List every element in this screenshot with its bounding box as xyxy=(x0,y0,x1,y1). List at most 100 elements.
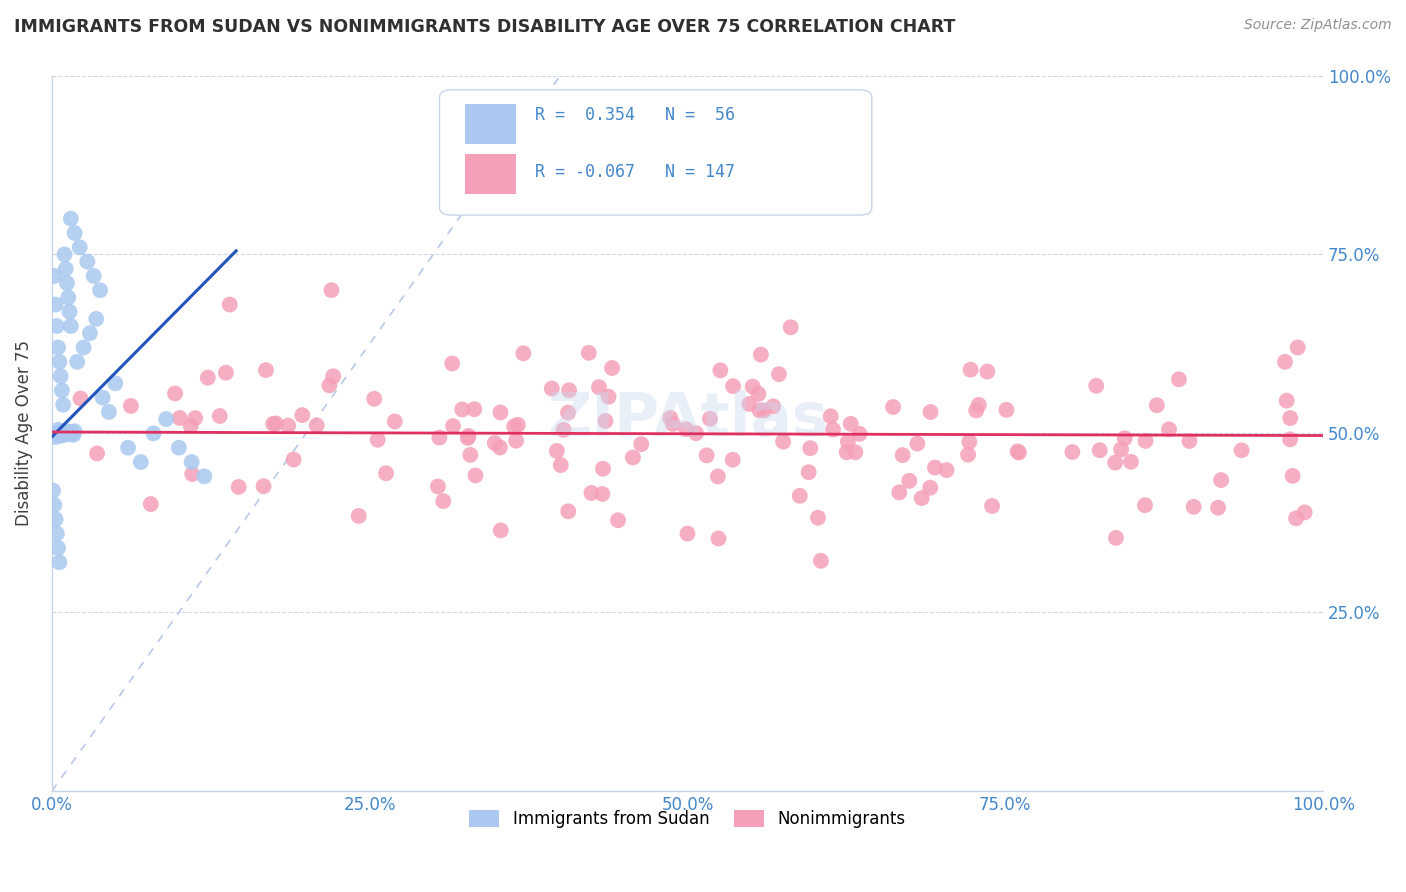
Point xyxy=(429,431,451,445)
Point xyxy=(45,297,67,311)
Point xyxy=(484,436,506,450)
Text: IMMIGRANTS FROM SUDAN VS NONIMMIGRANTS DISABILITY AGE OVER 75 CORRELATION CHART: IMMIGRANTS FROM SUDAN VS NONIMMIGRANTS D… xyxy=(14,18,956,36)
Point xyxy=(441,357,464,371)
Point xyxy=(66,355,89,369)
Point xyxy=(905,436,928,450)
Point xyxy=(762,400,785,414)
Point xyxy=(58,425,80,440)
Point xyxy=(84,311,107,326)
Point xyxy=(1105,531,1128,545)
Point xyxy=(169,411,191,425)
Point xyxy=(208,409,231,423)
Point xyxy=(457,429,479,443)
Point xyxy=(215,366,238,380)
Point xyxy=(1274,355,1296,369)
Point xyxy=(53,247,76,261)
Point xyxy=(180,455,202,469)
Point xyxy=(1182,500,1205,514)
Point xyxy=(129,455,152,469)
Point xyxy=(55,261,77,276)
Point xyxy=(432,494,454,508)
Point xyxy=(63,424,86,438)
Point xyxy=(463,402,485,417)
Point xyxy=(51,384,73,398)
Point xyxy=(789,489,811,503)
Point xyxy=(193,469,215,483)
Point xyxy=(45,430,67,444)
Point xyxy=(180,418,202,433)
Point xyxy=(89,283,111,297)
Point xyxy=(920,481,942,495)
Point xyxy=(772,434,794,449)
Point xyxy=(1085,378,1108,392)
Point xyxy=(79,326,101,341)
Point xyxy=(49,425,72,439)
Point xyxy=(749,348,772,362)
Point xyxy=(591,487,613,501)
Point xyxy=(44,498,66,512)
Point xyxy=(1062,445,1084,459)
Point xyxy=(581,486,603,500)
Point xyxy=(489,441,512,455)
Text: ZIPAtlas: ZIPAtlas xyxy=(547,390,828,449)
Point xyxy=(709,363,731,377)
Point xyxy=(957,448,980,462)
Point xyxy=(553,423,575,437)
Point xyxy=(889,485,911,500)
Point xyxy=(1279,433,1302,447)
Point xyxy=(63,226,86,240)
Point xyxy=(1211,473,1233,487)
Point xyxy=(799,441,821,455)
Text: R = -0.067   N = 147: R = -0.067 N = 147 xyxy=(534,163,735,181)
Point xyxy=(197,370,219,384)
Text: Source: ZipAtlas.com: Source: ZipAtlas.com xyxy=(1244,18,1392,32)
Point xyxy=(283,452,305,467)
Point xyxy=(1230,443,1253,458)
Point xyxy=(768,367,790,381)
FancyBboxPatch shape xyxy=(465,154,516,194)
Point xyxy=(967,398,990,412)
Point xyxy=(69,392,91,406)
Point xyxy=(807,510,830,524)
Point xyxy=(592,462,614,476)
Point xyxy=(228,480,250,494)
Point xyxy=(512,346,534,360)
Point xyxy=(965,403,987,417)
Point xyxy=(1104,456,1126,470)
Point xyxy=(97,405,120,419)
Point xyxy=(375,467,398,481)
Point xyxy=(305,418,328,433)
Point xyxy=(62,427,84,442)
Point xyxy=(707,532,730,546)
Point xyxy=(55,427,77,442)
Y-axis label: Disability Age Over 75: Disability Age Over 75 xyxy=(15,341,32,526)
Point xyxy=(1008,445,1031,459)
Point xyxy=(557,406,579,420)
Point xyxy=(181,467,204,481)
Point xyxy=(578,346,600,360)
Point xyxy=(49,369,72,384)
FancyBboxPatch shape xyxy=(465,104,516,144)
Point xyxy=(738,397,761,411)
Point xyxy=(882,400,904,414)
Point xyxy=(451,402,474,417)
Point xyxy=(52,398,75,412)
Point xyxy=(676,526,699,541)
Point xyxy=(363,392,385,406)
Point xyxy=(277,418,299,433)
Point xyxy=(489,405,512,419)
Point xyxy=(506,417,529,432)
Point xyxy=(924,460,946,475)
Point xyxy=(1281,469,1303,483)
Point xyxy=(752,403,775,417)
Point xyxy=(748,403,770,417)
Point xyxy=(104,376,127,391)
Point xyxy=(558,384,581,398)
Point xyxy=(48,427,70,442)
Point xyxy=(384,415,406,429)
Point xyxy=(45,426,67,441)
Point xyxy=(254,363,277,377)
Point xyxy=(741,379,763,393)
Point xyxy=(218,297,240,311)
Point xyxy=(120,399,142,413)
